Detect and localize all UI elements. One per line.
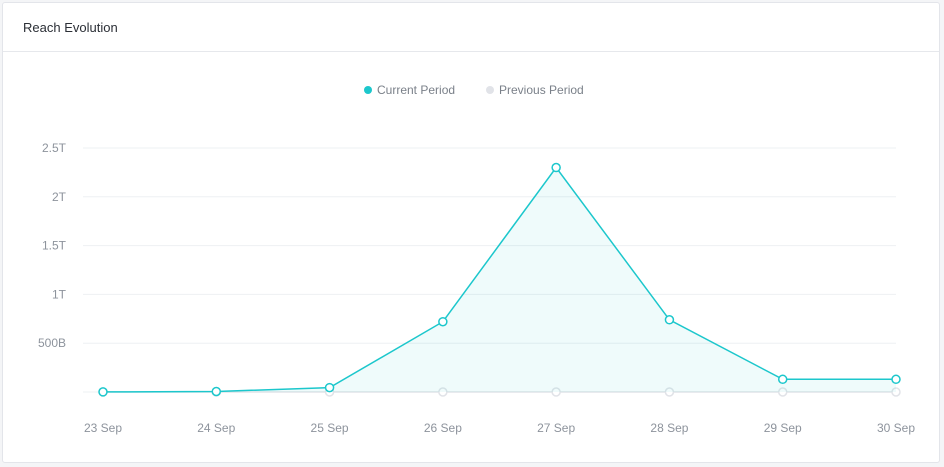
x-tick-label: 26 Sep xyxy=(424,421,462,435)
grid-lines xyxy=(83,147,896,344)
previous-period-point[interactable] xyxy=(891,387,901,397)
legend-label: Current Period xyxy=(377,83,455,97)
x-tick-label: 30 Sep xyxy=(877,421,915,435)
previous-period-point[interactable] xyxy=(438,387,448,397)
legend-label: Previous Period xyxy=(499,83,584,97)
y-tick-label: 2.5T xyxy=(42,141,67,155)
y-tick-label: 1.5T xyxy=(42,239,67,253)
reach-line-chart: 500B 1T 1.5T 2T 2.5T 23 Sep 24 Sep 25 Sep 26 Sep… xyxy=(38,83,915,435)
x-tick-label: 24 Sep xyxy=(197,421,235,435)
current-period-line xyxy=(102,166,896,393)
y-tick-label: 2T xyxy=(52,190,67,204)
current-period-point[interactable] xyxy=(551,162,561,173)
current-period-point[interactable] xyxy=(211,386,222,397)
y-tick-label: 1T xyxy=(52,287,67,301)
current-period-point[interactable] xyxy=(98,387,108,397)
previous-period-point[interactable] xyxy=(664,387,675,397)
legend-item-previous-period[interactable]: Previous Period xyxy=(486,83,584,97)
previous-period-point[interactable] xyxy=(551,387,561,397)
legend-dot-icon xyxy=(486,86,494,94)
chart-legend: Current Period Previous Period xyxy=(364,83,584,97)
legend-dot-icon xyxy=(364,86,372,94)
previous-period-point[interactable] xyxy=(777,387,788,397)
legend-item-current-period[interactable]: Current Period xyxy=(364,83,455,97)
x-tick-label: 29 Sep xyxy=(764,421,802,435)
x-tick-label: 23 Sep xyxy=(84,421,122,435)
card-title: Reach Evolution xyxy=(23,19,118,35)
x-tick-label: 25 Sep xyxy=(311,421,349,435)
current-period-point[interactable] xyxy=(324,382,335,393)
chart-container: 500B 1T 1.5T 2T 2.5T 23 Sep 24 Sep 25 Sep 26 Sep… xyxy=(3,52,939,462)
y-tick-label: 500B xyxy=(38,336,66,350)
current-period-point[interactable] xyxy=(891,374,901,385)
current-period-area xyxy=(103,167,896,392)
x-tick-label: 27 Sep xyxy=(537,421,575,435)
current-period-point[interactable] xyxy=(777,374,788,385)
x-tick-label: 28 Sep xyxy=(650,421,688,435)
card-header: Reach Evolution xyxy=(3,3,939,52)
current-period-point[interactable] xyxy=(664,315,675,325)
current-period-point[interactable] xyxy=(438,316,448,327)
